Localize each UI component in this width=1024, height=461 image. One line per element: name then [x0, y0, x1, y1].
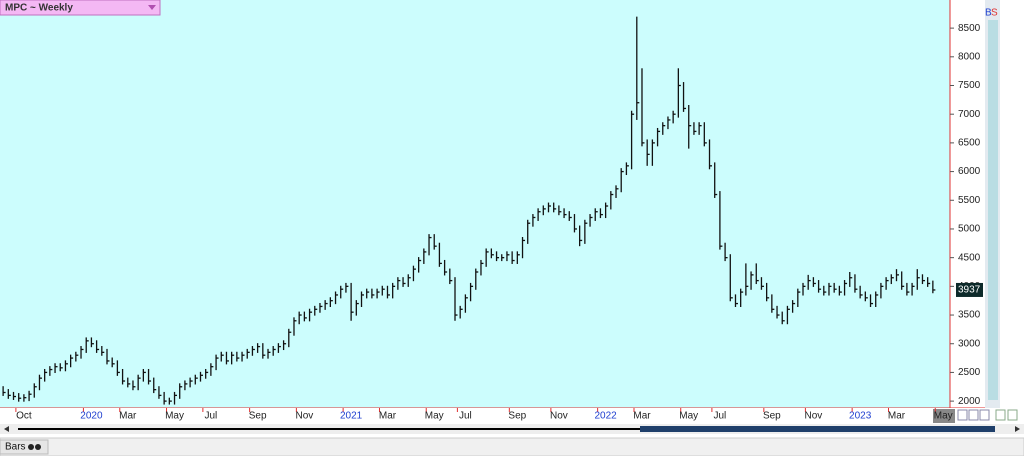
y-tick-label: 2500	[958, 367, 981, 378]
title-box[interactable]	[0, 0, 161, 16]
x-tick-label: Nov	[295, 411, 313, 422]
tab-dot	[35, 444, 41, 450]
y-tick-label: 2000	[958, 396, 981, 407]
y-tick-label: 8500	[958, 23, 981, 34]
tab-dot	[28, 444, 34, 450]
last-price: 3937	[958, 285, 981, 296]
y-tick-label: 5000	[958, 224, 981, 235]
y-tick-label: 6000	[958, 166, 981, 177]
x-tick-label: Mar	[888, 411, 906, 422]
y-tick-label: 3000	[958, 338, 981, 349]
badge-b: B	[985, 8, 992, 19]
x-tick-label: Jul	[714, 411, 727, 422]
x-tick-label: May	[679, 411, 698, 422]
y-tick-label: 4500	[958, 252, 981, 263]
x-tick-label: 2020	[80, 411, 103, 422]
scroll-left[interactable]	[4, 426, 9, 432]
x-tick-label: Mar	[119, 411, 137, 422]
badge-s: S	[991, 8, 998, 19]
last-price-box	[956, 282, 983, 297]
toolbar-icons	[957, 409, 1018, 421]
x-tick-label: Mar	[379, 411, 397, 422]
x-tick-label: Sep	[763, 411, 781, 422]
date-axis	[0, 408, 1024, 424]
x-tick-label: Jul	[459, 411, 472, 422]
dropdown-arrow[interactable]	[148, 5, 156, 10]
x-tick-label: Nov	[804, 411, 822, 422]
x-tick-label: May	[934, 411, 953, 422]
scroll-right[interactable]	[1015, 426, 1020, 432]
y-tick-label: 6500	[958, 138, 981, 149]
y-tick-label: 7000	[958, 109, 981, 120]
x-tick-label: 2023	[849, 411, 872, 422]
tool-icon[interactable]	[995, 409, 1006, 421]
side-strip	[988, 20, 998, 400]
date-highlight	[933, 409, 955, 423]
tool-icon[interactable]	[1007, 409, 1018, 421]
y-tick-label: 5500	[958, 195, 981, 206]
x-tick-label: Oct	[16, 411, 32, 422]
bottom-bar	[0, 437, 1024, 457]
x-tick-label: Mar	[633, 411, 651, 422]
y-tick-label: 7500	[958, 80, 981, 91]
price-axis	[950, 0, 985, 408]
y-tick-label: 8000	[958, 51, 981, 62]
tool-icon[interactable]	[968, 409, 979, 421]
tool-icon[interactable]	[979, 409, 990, 421]
x-tick-label: Jul	[204, 411, 217, 422]
plot-area	[0, 0, 950, 408]
x-tick-label: Sep	[249, 411, 267, 422]
chart-title: MPC ~ Weekly	[5, 3, 73, 14]
x-tick-label: May	[165, 411, 184, 422]
x-tick-label: Sep	[508, 411, 526, 422]
y-tick-label: 3500	[958, 310, 981, 321]
bars-label: Bars	[5, 442, 26, 453]
x-tick-label: 2021	[340, 411, 363, 422]
bars-tab[interactable]	[0, 439, 49, 455]
x-tick-label: Nov	[550, 411, 568, 422]
x-tick-label: May	[425, 411, 444, 422]
x-tick-label: 2022	[595, 411, 618, 422]
tool-icon[interactable]	[957, 409, 968, 421]
scroll-thumb[interactable]	[640, 426, 995, 432]
